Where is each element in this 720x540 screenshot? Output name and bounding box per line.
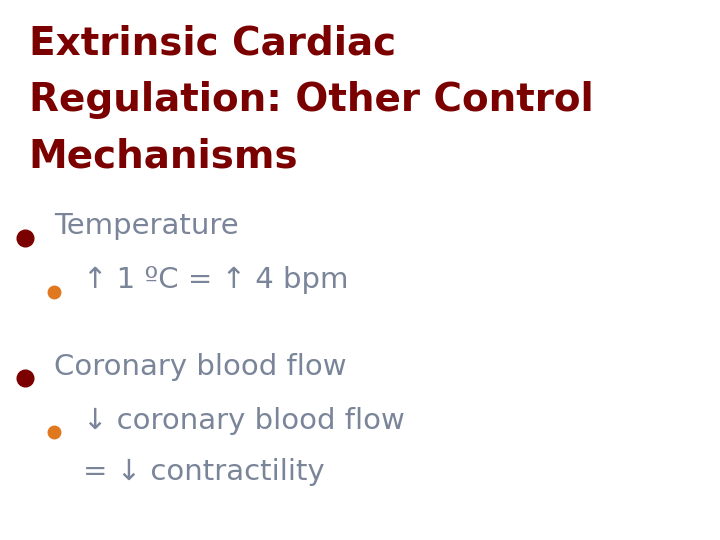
Text: Extrinsic Cardiac: Extrinsic Cardiac xyxy=(29,24,396,62)
Text: = ↓ contractility: = ↓ contractility xyxy=(83,458,325,486)
Text: Coronary blood flow: Coronary blood flow xyxy=(54,353,346,381)
Text: Regulation: Other Control: Regulation: Other Control xyxy=(29,81,593,119)
Text: Mechanisms: Mechanisms xyxy=(29,138,298,176)
Text: ↑ 1 ºC = ↑ 4 bpm: ↑ 1 ºC = ↑ 4 bpm xyxy=(83,266,348,294)
Text: Temperature: Temperature xyxy=(54,212,238,240)
Text: ↓ coronary blood flow: ↓ coronary blood flow xyxy=(83,407,405,435)
